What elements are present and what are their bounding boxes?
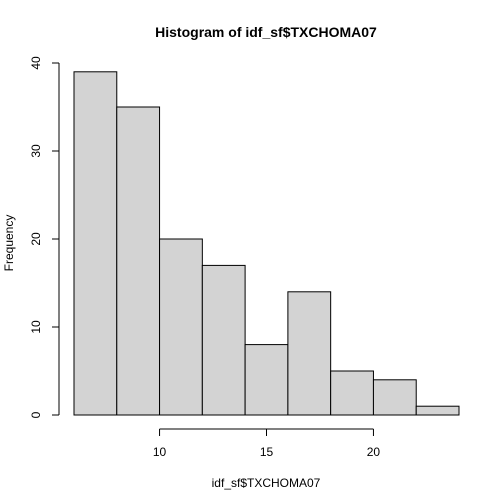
y-tick-label: 10 bbox=[29, 320, 43, 334]
histogram-bar-4 bbox=[202, 265, 245, 415]
bars-group bbox=[74, 72, 459, 415]
x-tick-label: 20 bbox=[367, 445, 381, 459]
histogram-bar-7 bbox=[331, 371, 374, 415]
histogram-bar-3 bbox=[160, 239, 203, 415]
y-tick-label: 0 bbox=[29, 411, 43, 418]
x-axis-label: idf_sf$TXCHOMA07 bbox=[212, 476, 321, 490]
histogram-bar-2 bbox=[117, 107, 160, 415]
y-axis-label: Frequency bbox=[2, 215, 16, 272]
y-tick-label: 20 bbox=[29, 232, 43, 246]
y-axis: 0 10 20 30 40 bbox=[29, 56, 59, 418]
histogram-bar-6 bbox=[288, 292, 331, 415]
histogram-bar-5 bbox=[245, 345, 288, 415]
x-axis: 10 15 20 bbox=[153, 429, 381, 459]
x-tick-label: 15 bbox=[260, 445, 274, 459]
histogram-bar-1 bbox=[74, 72, 117, 415]
y-tick-label: 30 bbox=[29, 144, 43, 158]
histogram-bar-9 bbox=[416, 406, 459, 415]
chart-title: Histogram of idf_sf$TXCHOMA07 bbox=[155, 24, 377, 40]
x-tick-label: 10 bbox=[153, 445, 167, 459]
histogram-bar-8 bbox=[373, 380, 416, 415]
y-tick-label: 40 bbox=[29, 56, 43, 70]
